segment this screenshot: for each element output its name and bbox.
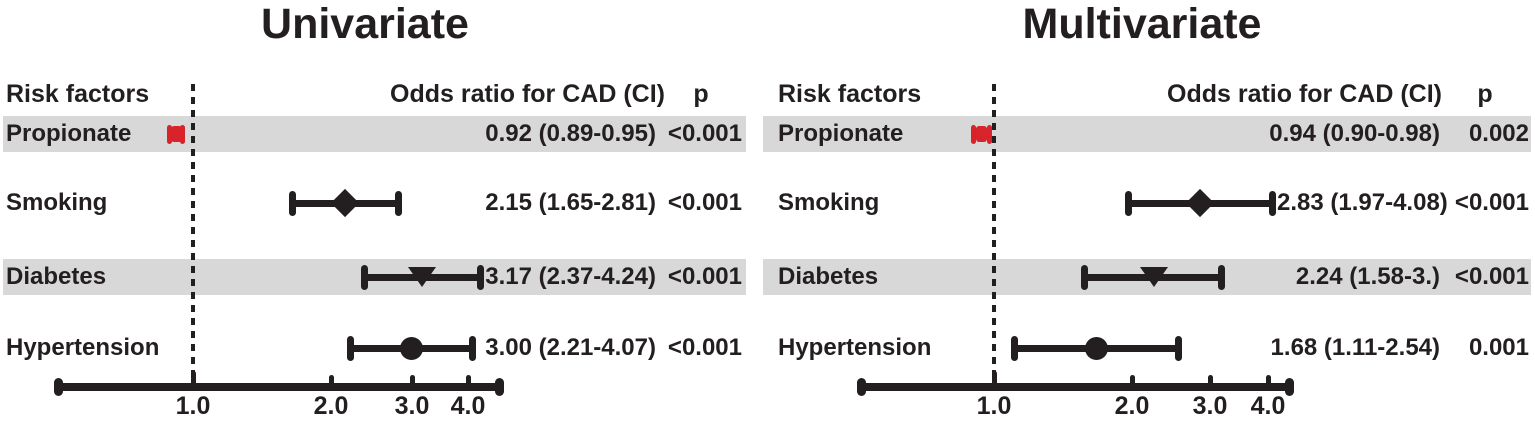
point-marker-diamond xyxy=(1185,188,1215,218)
ci-cap-low xyxy=(289,190,297,216)
ci-cap-low xyxy=(1124,190,1132,216)
p-value: 0.001 xyxy=(1468,334,1529,361)
ci-cap-low xyxy=(347,335,355,361)
ci-cap-low xyxy=(361,264,369,290)
axis-tick xyxy=(991,371,997,391)
point-marker-diamond xyxy=(331,188,360,218)
risk-factor-label: Hypertension xyxy=(6,334,160,361)
risk-factor-label: Hypertension xyxy=(778,334,932,361)
header-odds-ratio: Odds ratio for CAD (CI) xyxy=(1167,80,1442,108)
panel-title-univariate: Univariate xyxy=(261,0,469,48)
ci-cap-low xyxy=(970,124,976,144)
x-axis xyxy=(858,383,1293,391)
p-value: <0.001 xyxy=(667,189,742,216)
axis-tick-label: 3.0 xyxy=(1192,392,1228,420)
p-value: <0.001 xyxy=(667,334,742,361)
axis-tick xyxy=(190,371,196,391)
axis-tick xyxy=(1129,375,1135,391)
ci-cap-high xyxy=(1268,190,1276,216)
axis-tick xyxy=(1265,375,1271,391)
axis-tick xyxy=(1207,375,1213,391)
point-marker-triangle-down xyxy=(1139,267,1168,287)
row-band xyxy=(763,116,1531,152)
axis-tick xyxy=(409,375,415,391)
ci-cap-low xyxy=(167,124,173,144)
ci-cap-high xyxy=(468,335,476,361)
risk-factor-label: Diabetes xyxy=(778,263,879,290)
axis-tick-label: 4.0 xyxy=(450,392,486,420)
p-value: 0.002 xyxy=(1468,120,1529,147)
odds-ratio-ci-value: 1.68 (1.11-2.54) xyxy=(1270,334,1440,361)
risk-factor-label: Diabetes xyxy=(6,263,107,290)
odds-ratio-ci-value: 0.94 (0.90-0.98) xyxy=(1269,120,1440,147)
ci-cap-high xyxy=(180,124,186,144)
header-p-value: p xyxy=(1477,80,1493,108)
point-marker-circle xyxy=(400,336,424,360)
row-band xyxy=(3,116,746,152)
ci-cap-high xyxy=(1175,335,1183,361)
axis-tick-label: 4.0 xyxy=(1250,392,1286,420)
axis-endcap xyxy=(1285,378,1294,396)
point-marker-square xyxy=(976,126,988,142)
axis-tick-label: 2.0 xyxy=(1114,392,1150,420)
axis-endcap xyxy=(54,378,63,396)
header-risk-factors: Risk factors xyxy=(778,80,922,108)
axis-endcap xyxy=(495,378,504,396)
p-value: <0.001 xyxy=(1454,189,1529,216)
header-odds-ratio: Odds ratio for CAD (CI) xyxy=(390,80,665,108)
reference-line xyxy=(191,84,195,391)
ci-cap-low xyxy=(1081,264,1089,290)
risk-factor-label: Propionate xyxy=(778,120,904,147)
ci-cap-low xyxy=(1011,335,1019,361)
odds-ratio-ci-value: 0.92 (0.89-0.95) xyxy=(485,120,656,147)
odds-ratio-ci-value: 2.83 (1.97-4.08) xyxy=(1277,189,1448,216)
panel-title-multivariate: Multivariate xyxy=(1022,0,1262,48)
axis-tick-label: 1.0 xyxy=(976,392,1012,420)
axis-tick xyxy=(328,375,334,391)
x-axis xyxy=(55,383,503,391)
risk-factor-label: Propionate xyxy=(6,120,132,147)
odds-ratio-ci-value: 2.15 (1.65-2.81) xyxy=(485,189,656,216)
point-marker-circle xyxy=(1085,336,1109,360)
p-value: <0.001 xyxy=(667,120,742,147)
ci-cap-high xyxy=(476,264,484,290)
axis-tick-label: 3.0 xyxy=(394,392,430,420)
axis-endcap xyxy=(857,378,866,396)
risk-factor-label: Smoking xyxy=(6,189,108,216)
reference-line xyxy=(992,84,996,391)
axis-tick xyxy=(465,375,471,391)
odds-ratio-ci-value: 3.00 (2.21-4.07) xyxy=(485,334,656,361)
risk-factor-label: Smoking xyxy=(778,189,880,216)
axis-tick-label: 2.0 xyxy=(313,392,349,420)
ci-cap-high xyxy=(395,190,402,216)
ci-cap-high xyxy=(987,124,993,144)
point-marker-square xyxy=(170,126,182,142)
header-risk-factors: Risk factors xyxy=(6,80,150,108)
odds-ratio-ci-value: 3.17 (2.37-4.24) xyxy=(485,263,656,290)
odds-ratio-ci-value: 2.24 (1.58-3.) xyxy=(1295,263,1440,290)
header-p-value: p xyxy=(693,80,709,108)
axis-tick-label: 1.0 xyxy=(175,392,211,420)
ci-cap-high xyxy=(1218,264,1226,290)
p-value: <0.001 xyxy=(667,263,742,290)
p-value: <0.001 xyxy=(1454,263,1529,290)
point-marker-triangle-down xyxy=(408,267,437,287)
